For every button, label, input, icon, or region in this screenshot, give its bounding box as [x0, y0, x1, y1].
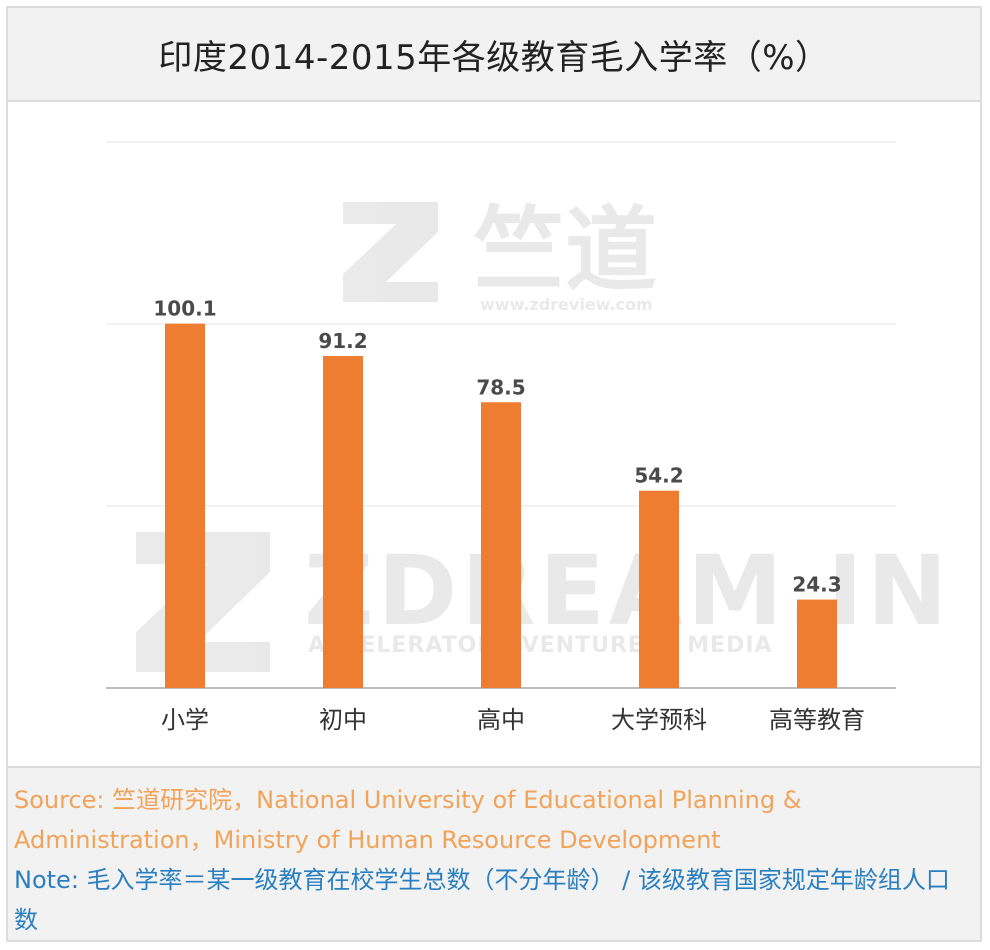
chart-title: 印度2014-2015年各级教育毛入学率（%）	[158, 37, 830, 78]
bar-chart: 竺道 www.zdreview.com ZDREAM.IN ACCELERATO…	[106, 141, 951, 734]
watermark-bottom-tagline: ACCELERATOR | VENTURES | MEDIA	[308, 633, 773, 658]
source-text: Source: 竺道研究院，National University of Edu…	[14, 786, 802, 854]
bar-3	[481, 402, 521, 688]
bar-2	[323, 356, 363, 688]
watermark-top-url: www.zdreview.com	[480, 295, 653, 314]
value-label-2: 91.2	[318, 329, 367, 353]
chart-frame: 印度2014-2015年各级教育毛入学率（%） 竺道 www.zdreview.…	[6, 6, 982, 942]
value-label-1: 100.1	[153, 297, 216, 321]
chart-area: 竺道 www.zdreview.com ZDREAM.IN ACCELERATO…	[8, 102, 980, 766]
title-bar: 印度2014-2015年各级教育毛入学率（%）	[8, 8, 980, 102]
category-label-1: 小学	[161, 706, 209, 734]
bar-5	[797, 599, 837, 688]
footer: Source: 竺道研究院，National University of Edu…	[8, 766, 980, 940]
watermark-top-brand: 竺道	[473, 197, 657, 304]
bar-4	[639, 490, 679, 688]
category-label-3: 高中	[477, 706, 525, 734]
note-text: Note: 毛入学率＝某一级教育在校学生总数（不分年龄） / 该级教育国家规定年…	[14, 866, 950, 934]
zdream-logo-icon-top	[343, 202, 438, 302]
value-label-3: 78.5	[476, 375, 525, 399]
value-label-5: 24.3	[792, 573, 841, 597]
value-labels: 100.1 91.2 78.5 54.2 24.3	[153, 297, 841, 597]
watermark: 竺道 www.zdreview.com ZDREAM.IN ACCELERATO…	[136, 197, 951, 672]
category-label-5: 高等教育	[769, 706, 865, 734]
value-label-4: 54.2	[634, 464, 683, 488]
bars	[165, 323, 837, 688]
category-label-2: 初中	[319, 706, 367, 734]
watermark-bottom-brand: ZDREAM.IN	[304, 535, 951, 647]
category-labels: 小学 初中 高中 大学预科 高等教育	[161, 706, 865, 734]
bar-1	[165, 323, 205, 688]
category-label-4: 大学预科	[611, 706, 707, 734]
